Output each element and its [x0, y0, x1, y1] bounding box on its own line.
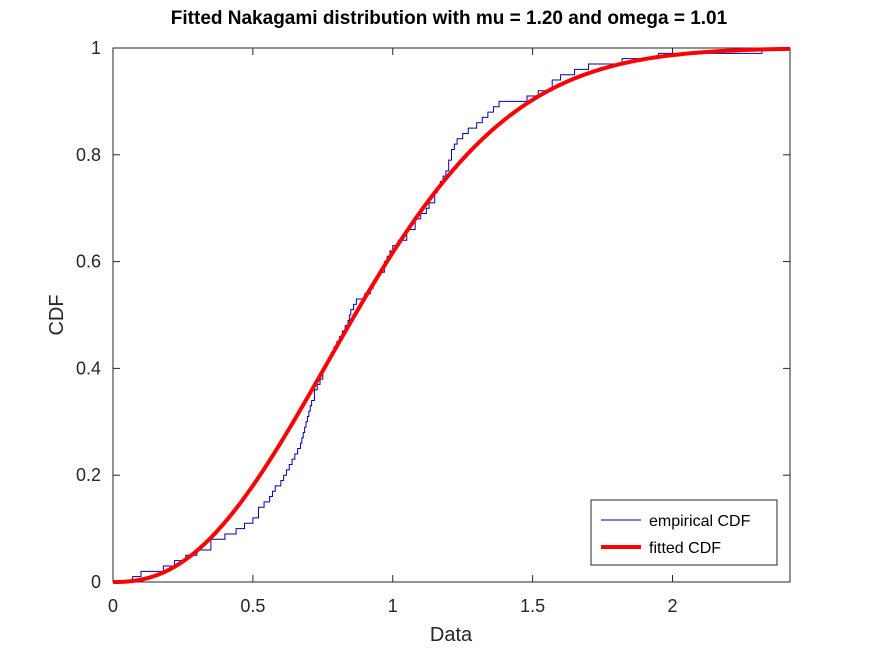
x-tick-label: 0: [108, 596, 118, 616]
y-tick-label: 0.6: [76, 252, 101, 272]
y-tick-label: 0.2: [76, 465, 101, 485]
y-tick-label: 0.4: [76, 358, 101, 378]
legend: empirical CDF fitted CDF: [590, 499, 778, 566]
chart-title: Fitted Nakagami distribution with mu = 1…: [171, 8, 728, 29]
axes-box: [112, 47, 791, 583]
y-axis-label: CDF: [46, 294, 68, 335]
x-tick-label: 1: [388, 596, 398, 616]
y-tick-label: 0.8: [76, 145, 101, 165]
x-tick-label: 1.5: [520, 596, 545, 616]
x-tick-label: 2: [667, 596, 677, 616]
y-tick-label: 0: [91, 572, 101, 592]
legend-box: [590, 499, 778, 566]
y-tick-labels: 0 0.2 0.4 0.6 0.8 1: [76, 38, 101, 592]
x-axis-label: Data: [430, 624, 473, 646]
y-tick-label: 1: [91, 38, 101, 58]
x-tick-label: 0.5: [240, 596, 265, 616]
series-line-fitted-cdf: [112, 46, 791, 584]
legend-label-fitted-cdf: fitted CDF: [649, 540, 721, 557]
plot-area: 0 0.5 1 1.5 2 0 0.2 0.4 0.6 0.8 1: [76, 38, 791, 616]
series-line-empirical-cdf: [113, 47, 790, 583]
legend-label-empirical-cdf: empirical CDF: [649, 513, 751, 530]
x-tick-labels: 0 0.5 1 1.5 2: [108, 596, 678, 616]
